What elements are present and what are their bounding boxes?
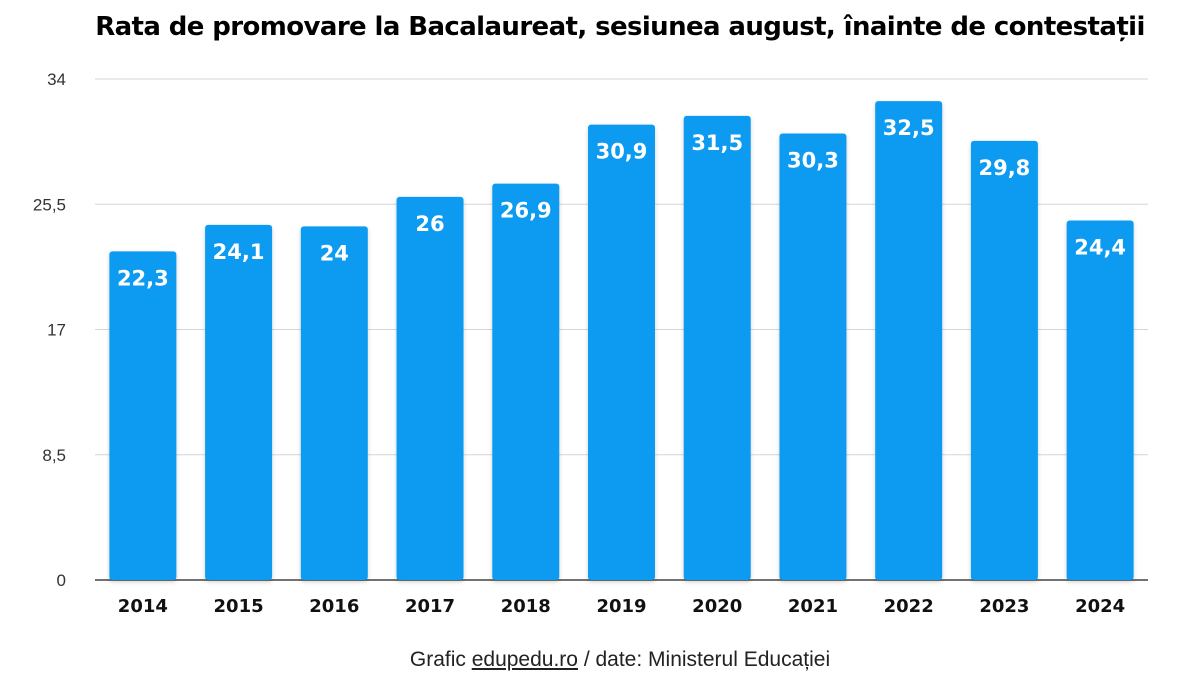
bar [300, 226, 368, 580]
bar [396, 196, 464, 580]
credit-suffix: / date: Ministerul Educației [577, 648, 831, 671]
bars [109, 101, 1134, 581]
x-tick-label: 2020 [692, 596, 742, 617]
x-tick-label: 2023 [979, 596, 1029, 617]
bar-value-label: 30,3 [787, 149, 839, 173]
x-tick-label: 2022 [884, 596, 934, 617]
bar [492, 183, 560, 580]
bar [109, 251, 177, 580]
x-tick-label: 2014 [118, 596, 168, 617]
x-axis: 2014 2015 2016 2017 2018 2019 2020 2021 2022 2023… [118, 596, 1125, 617]
x-tick-label: 2021 [788, 596, 838, 617]
bar-value-label: 29,8 [978, 156, 1030, 180]
bar-value-label: 32,5 [883, 116, 935, 140]
bar-value-label: 26 [415, 212, 444, 236]
bar [1066, 220, 1134, 581]
chart-title: Rata de promovare la Bacalaureat, sesiun… [95, 12, 1145, 42]
bar [205, 224, 273, 581]
bar-value-label: 22,3 [117, 266, 169, 290]
credit-prefix: Grafic [409, 648, 472, 671]
bar-value-label: 26,9 [500, 199, 552, 223]
source-credit: Grafic edupedu.ro / date: Ministerul Edu… [0, 648, 1200, 672]
bar-value-labels: 22,3 24,1 24 26 26,9 30,9 31,5 30,3 32,5 29,8 24,4 [117, 116, 1126, 290]
bar-value-label: 24 [320, 241, 349, 265]
y-axis: 0 8,5 17 25,5 34 [33, 70, 66, 590]
y-tick-label: 8,5 [42, 446, 66, 465]
bar-value-label: 24,1 [213, 240, 265, 264]
x-tick-label: 2017 [405, 596, 455, 617]
bar-value-label: 31,5 [691, 131, 743, 155]
x-tick-label: 2016 [309, 596, 359, 617]
x-tick-label: 2019 [596, 596, 646, 617]
x-tick-label: 2024 [1075, 596, 1125, 617]
bar [970, 140, 1038, 580]
x-tick-label: 2018 [501, 596, 551, 617]
bar [683, 115, 751, 581]
y-tick-label: 25,5 [33, 195, 66, 214]
y-tick-label: 34 [47, 70, 66, 89]
edupedu-link[interactable]: edupedu.ro [471, 648, 578, 671]
bar [588, 124, 655, 580]
bar-value-label: 24,4 [1074, 235, 1126, 259]
y-tick-label: 17 [47, 321, 66, 340]
y-tick-label: 0 [57, 571, 66, 590]
bar-value-label: 30,9 [596, 140, 648, 164]
bar [875, 101, 943, 581]
x-tick-label: 2015 [214, 596, 264, 617]
bar [779, 133, 847, 581]
